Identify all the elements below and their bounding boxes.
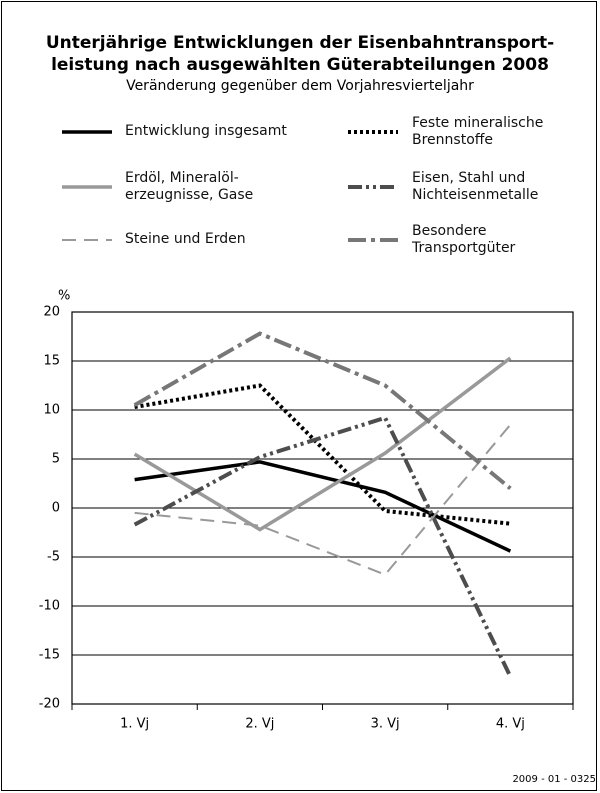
series-line [134,460,512,553]
y-tick-label: -15 [39,648,60,663]
legend-label: Entwicklung insgesamt [125,123,287,139]
series-line [133,331,512,490]
legend-label: Besondere Transportgüter [412,223,516,256]
y-tick-label: -5 [47,550,60,565]
x-tick-label: 2. Vj [245,717,274,732]
y-tick-label: 5 [52,452,60,467]
footer: 2009 - 01 - 0325 [512,774,596,785]
y-tick-label: -10 [39,599,60,614]
y-axis-label: % [58,289,70,304]
legend-label: Steine und Erden [125,231,246,247]
legend-label: Erdöl, Mineralöl- erzeugnisse, Gase [125,170,254,203]
chart-title: Unterjährige Entwicklungen der Eisenbahn… [45,33,555,75]
y-tick-label: 0 [52,501,60,516]
x-tick-label: 3. Vj [371,717,400,732]
y-tick-label: -20 [39,697,60,712]
chart-subtitle: Veränderung gegenüber dem Vorjahresviert… [126,78,474,94]
y-tick-label: 15 [43,354,60,369]
x-tick-label: 1. Vj [120,717,149,732]
series-line [134,424,512,576]
x-tick-label: 4. Vj [496,717,525,732]
y-tick-label: 10 [43,403,60,418]
series-line [133,415,513,678]
series-line [133,356,512,532]
legend-label: Eisen, Stahl und Nichteisenmetalle [412,170,539,203]
series-line [134,383,511,526]
y-tick-label: 20 [43,305,60,320]
legend-label: Feste mineralische Brennstoffe [412,115,544,148]
